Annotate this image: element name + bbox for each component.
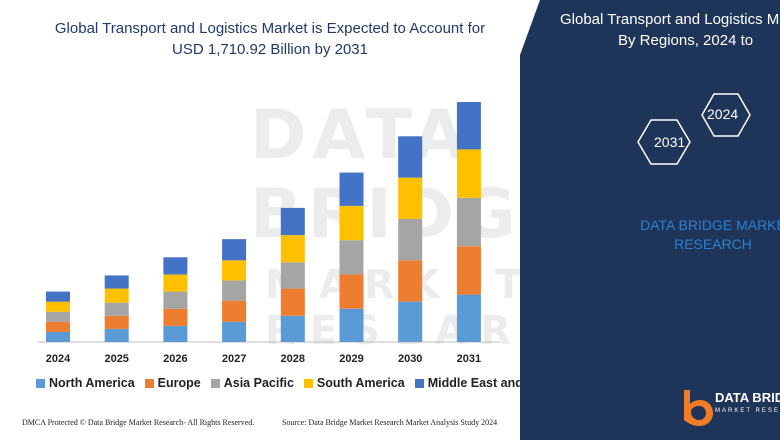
legend-label: Asia Pacific (223, 376, 294, 390)
legend-swatch (303, 378, 313, 388)
brand-line2: RESEARCH (674, 236, 752, 252)
legend-swatch (144, 378, 154, 388)
bar-segment-europe-2031 (456, 246, 481, 295)
hexagon-label-2031: 2031 (654, 134, 686, 150)
bar-segment-asia-pacific-2024 (46, 311, 70, 322)
bar-segment-south-america-2026 (163, 274, 188, 292)
side-panel-title-line1: Global Transport and Logistics Ma (560, 11, 780, 28)
bar-segment-south-america-2028 (280, 235, 305, 263)
bar-segment-south-america-2030 (398, 177, 423, 219)
bar-segment-middle-east-and-africa-2028 (280, 207, 305, 236)
bar-segment-middle-east-and-africa-2027 (222, 239, 247, 261)
bar-segment-north-america-2030 (398, 301, 423, 342)
bar-segment-north-america-2024 (46, 331, 70, 342)
logo-tagline: MARKET RESE (715, 408, 780, 414)
legend-item-europe: Europe (144, 376, 201, 390)
bar-segment-europe-2027 (222, 300, 247, 322)
bar-segment-middle-east-and-africa-2029 (339, 172, 364, 206)
brand-text: DATA BRIDGE MARKE RESEARCH (638, 216, 780, 254)
bar-segment-north-america-2031 (456, 294, 481, 342)
x-tick-label: 2026 (163, 353, 187, 365)
legend-label: South America (316, 376, 405, 390)
bar-segment-europe-2029 (339, 274, 364, 309)
bar-segment-asia-pacific-2030 (398, 218, 423, 261)
db-logo-icon (684, 390, 713, 426)
legend-label: Europe (157, 376, 201, 390)
legend-swatch (36, 378, 45, 388)
bar-segment-asia-pacific-2028 (280, 262, 305, 289)
bar-segment-north-america-2027 (222, 321, 247, 342)
side-panel: Global Transport and Logistics Ma By Reg… (520, 0, 780, 440)
x-tick-label: 2025 (104, 353, 128, 365)
x-tick-label: 2024 (46, 353, 71, 365)
bar-segment-north-america-2028 (280, 315, 305, 342)
bar-segment-north-america-2026 (163, 325, 188, 342)
bar-segment-europe-2030 (398, 260, 423, 302)
logo-name: DATA BRID (715, 390, 780, 405)
x-tick-label: 2028 (281, 353, 305, 365)
legend-item-south-america: South America (303, 376, 405, 390)
side-panel-title-line2: By Regions, 2024 to (618, 32, 754, 49)
bar-segment-asia-pacific-2027 (222, 280, 247, 301)
legend-item-asia-pacific: Asia Pacific (210, 376, 294, 390)
hexagon-2031 (637, 119, 691, 165)
legend-swatch (210, 378, 220, 388)
x-tick-label: 2027 (222, 353, 246, 365)
bar-segment-middle-east-and-africa-2026 (163, 257, 188, 275)
bar-segment-asia-pacific-2029 (339, 240, 364, 275)
stacked-bar-chart: 2024 2025 2026 2027 2028 2029 2030 2031 (38, 102, 500, 365)
bar-segment-asia-pacific-2026 (163, 291, 188, 309)
x-tick-labels: 2024 2025 2026 2027 2028 2029 2030 2031 (46, 353, 481, 365)
bar-segment-north-america-2029 (339, 308, 364, 342)
x-tick-label: 2030 (398, 353, 422, 365)
bar-segment-south-america-2024 (46, 301, 70, 312)
bar-segment-europe-2024 (46, 321, 70, 332)
bar-segment-europe-2025 (104, 315, 129, 329)
bar-segment-middle-east-and-africa-2025 (104, 275, 129, 289)
brand-line1: DATA BRIDGE MARKE (640, 217, 780, 233)
legend-swatch (414, 378, 424, 388)
chart-title: Global Transport and Logistics Market is… (54, 20, 486, 58)
bar-segment-south-america-2027 (222, 260, 247, 281)
bar-segment-north-america-2025 (104, 328, 129, 342)
bar-segment-middle-east-and-africa-2024 (46, 291, 70, 302)
hexagon-2024 (701, 93, 751, 137)
bar-segment-middle-east-and-africa-2030 (398, 136, 423, 178)
x-tick-label: 2031 (457, 353, 481, 365)
bar-segment-south-america-2031 (456, 149, 481, 198)
bar-segment-europe-2026 (163, 308, 188, 326)
x-tick-label: 2029 (339, 353, 363, 365)
side-panel-title: Global Transport and Logistics Ma By Reg… (560, 9, 780, 51)
legend-item-north-america: North America (36, 376, 135, 390)
bar-segment-asia-pacific-2025 (104, 302, 129, 316)
bar-segment-south-america-2029 (339, 205, 364, 241)
bar-segment-asia-pacific-2031 (456, 197, 481, 247)
bar-segment-middle-east-and-africa-2031 (456, 102, 481, 150)
bar-segment-europe-2028 (280, 288, 305, 316)
legend-label: North America (49, 376, 135, 390)
legend: North America Europe Asia Pacific South … (36, 376, 561, 390)
hexagon-label-2024: 2024 (707, 106, 739, 122)
bar-series-group (46, 102, 481, 342)
company-logo: DATA BRID MARKET RESE (676, 384, 780, 430)
footer-copyright: DMCA Protected © Data Bridge Market Rese… (22, 418, 255, 427)
footer-source: Source: Data Bridge Market Research Mark… (282, 418, 498, 427)
bar-segment-south-america-2025 (104, 288, 129, 303)
side-panel-background (520, 0, 780, 440)
